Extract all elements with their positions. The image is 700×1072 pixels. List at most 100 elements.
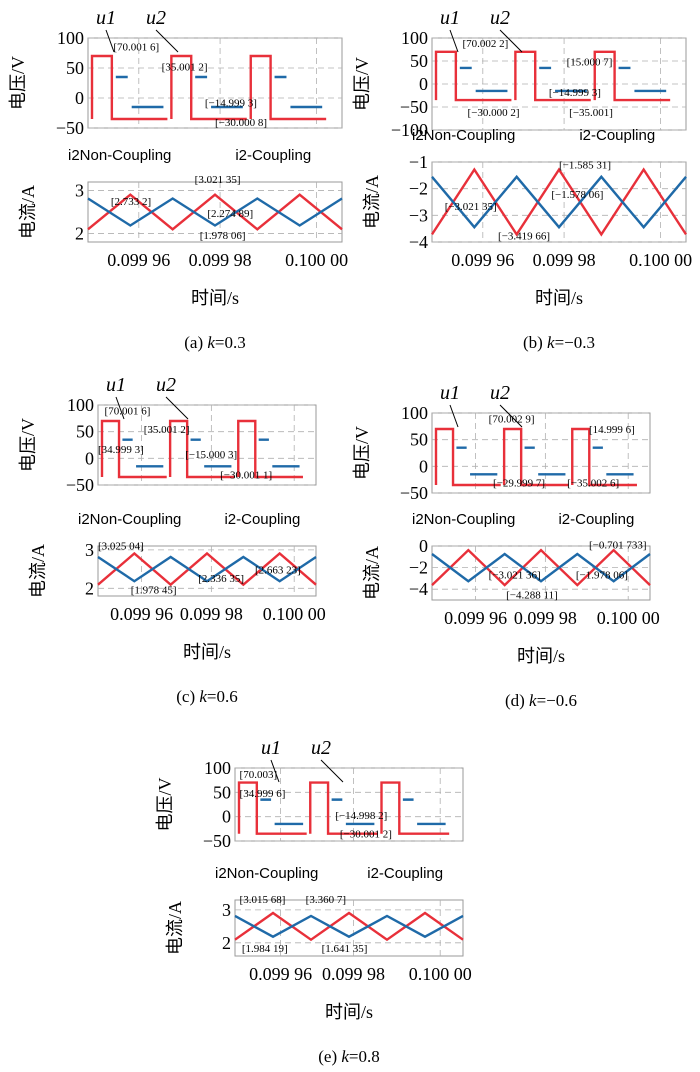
voltage-datatip: [−30.000 2]	[468, 107, 520, 119]
current-ytick-label: 2	[222, 933, 231, 953]
current-datatip: [1.978 45]	[131, 585, 177, 597]
u2-series-line	[122, 438, 300, 468]
current-series-label: i2Non-Coupling	[412, 127, 515, 144]
x-axis-label: 时间/s	[325, 1002, 373, 1022]
x-axis-label: 时间/s	[535, 288, 583, 308]
voltage-datatip: [15.000 7]	[567, 57, 613, 69]
voltage-datatip: [−30.001 2]	[340, 828, 392, 840]
current-datatip: [2.733 2]	[111, 196, 151, 208]
caption-prefix: (c)	[176, 687, 199, 706]
voltage-datatip: [35.001 2]	[162, 61, 208, 73]
current-ytick-label: −2	[409, 179, 428, 199]
current-plot: 2 3 电流/A i2Non-Coupling i2-Coupling [2.733 2]…	[18, 147, 343, 243]
panel-e: −50 0 50 100 电压/V u1 u2 [70.003] [34.999 6] [−14.…	[155, 737, 472, 1066]
caption-value: =0.8	[349, 1047, 380, 1066]
current-ytick-label: 0	[419, 536, 428, 556]
current-ytick-label: 3	[222, 900, 231, 920]
x-tick-label: 0.100 00	[285, 250, 348, 270]
voltage-datatip: [14.999 6]	[589, 424, 635, 436]
voltage-datatip: [−30.000 8]	[215, 117, 267, 129]
current-ytick-label: −2	[409, 558, 428, 578]
voltage-datatip: [−35.002 6]	[567, 478, 619, 490]
series-label-u2: u2	[156, 374, 176, 396]
voltage-ytick-label: −100	[391, 120, 428, 140]
panel-b: −100 −50 0 50 100 电压/V u1 u2 [70.002 2] [15.000 7…	[352, 7, 692, 352]
voltage-datatip: [34.999 6]	[240, 788, 286, 800]
series-label-leader	[115, 396, 125, 420]
voltage-frame	[431, 412, 651, 494]
current-ytick-label: −4	[409, 579, 428, 599]
u1-series-line	[100, 419, 303, 479]
voltage-datatip: [−14.999 3]	[549, 87, 601, 99]
current-plot: −4−20 电流/A i2Non-Coupling i2-Coupling [−0.70…	[362, 511, 651, 601]
series-label-leader	[449, 404, 459, 428]
voltage-ytick-label: −50	[56, 118, 84, 138]
current-ytick-label: 2	[75, 223, 84, 243]
caption-k: k	[547, 333, 555, 352]
current-plot: −4 −3 −2 −1 电流/A i2Non-Coupling i2-Coupling [−1…	[362, 127, 688, 252]
caption-value: =0.3	[215, 333, 246, 352]
current-datatip: [−3.021 35]	[445, 201, 497, 213]
x-axis-label: 时间/s	[191, 288, 239, 308]
voltage-ytick-label: 100	[67, 395, 94, 415]
voltage-plot: −50 0 50 100 电压/V u1 u2 [70.001 6] [35.001 2][34…	[18, 374, 317, 495]
voltage-plot: −50 0 50 100 电压/V u1 u2 [70.001 6][35.001 2] [−1…	[8, 7, 343, 138]
voltage-datatip: [70.002 9]	[489, 414, 535, 426]
voltage-frame	[97, 404, 317, 486]
voltage-ytick-label: 50	[410, 430, 428, 450]
x-tick-label: 0.099 96	[107, 250, 170, 270]
x-tick-label: 0.099 96	[110, 604, 173, 624]
series-label-u2: u2	[146, 7, 166, 29]
voltage-ytick-label: 0	[419, 74, 428, 94]
u1-series-line	[434, 50, 671, 102]
voltage-datatip: [70.001 6]	[113, 42, 159, 54]
x-tick-label: 0.100 00	[409, 964, 472, 984]
current-frame	[431, 545, 651, 601]
current-ytick-label: −4	[409, 232, 428, 252]
current-frame	[431, 161, 687, 243]
current-ytick-label: 3	[75, 181, 84, 201]
voltage-ytick-label: 50	[76, 422, 94, 442]
x-axis-label: 时间/s	[517, 646, 565, 666]
panel-d: −50 0 50 100 电压/V u1 u2 [70.002 9] [14.999 6] [−2…	[352, 382, 660, 710]
x-tick-label: 0.099 96	[249, 964, 312, 984]
current-series-label: i2-Coupling	[224, 511, 300, 528]
voltage-ylabel: 电压/V	[352, 57, 372, 111]
panel-caption: (e) k=0.8	[318, 1047, 380, 1066]
voltage-ytick-label: 50	[410, 51, 428, 71]
series-label-leader	[155, 29, 179, 53]
current-ytick-label: 3	[85, 540, 94, 560]
series-label-leader	[499, 404, 523, 428]
current-frame	[234, 899, 464, 957]
caption-k: k	[199, 687, 207, 706]
current-ylabel: 电流/A	[362, 175, 382, 229]
current-datatip: [3.360 7]	[306, 894, 346, 906]
i2-non-coupling-line	[431, 548, 651, 587]
current-datatip: [−1.978 06]	[576, 569, 628, 581]
current-datatip: [2.336 35]	[198, 573, 244, 585]
i2-coupling-line	[87, 197, 343, 227]
current-ylabel: 电流/A	[362, 546, 382, 600]
x-tick-label: 0.100 00	[597, 608, 660, 628]
series-label-u1: u1	[261, 737, 281, 759]
voltage-ytick-label: 100	[401, 28, 428, 48]
voltage-ytick-label: −50	[400, 483, 428, 503]
panel-caption: (d) k=−0.6	[505, 691, 577, 710]
voltage-datatip: [−35.001]	[569, 107, 613, 119]
current-datatip: [3.015 68]	[240, 894, 286, 906]
current-ylabel: 电流/A	[18, 185, 38, 239]
caption-k: k	[529, 691, 537, 710]
i2-coupling-line	[97, 555, 317, 583]
current-series-label: i2-Coupling	[579, 127, 655, 144]
current-frame	[97, 545, 317, 597]
current-datatip: [−3.021 36]	[489, 569, 541, 581]
u2-series-line	[459, 66, 667, 93]
panel-a: −50 0 50 100 电压/V u1 u2 [70.001 6][35.001 2] [−1…	[8, 7, 348, 352]
voltage-plot: −50 0 50 100 电压/V u1 u2 [70.002 9] [14.999 6] [−2…	[352, 382, 651, 503]
u2-series-line	[115, 75, 323, 109]
x-tick-label: 0.100 00	[263, 604, 326, 624]
series-label-u1: u1	[440, 7, 460, 29]
series-label-leader	[270, 759, 280, 783]
caption-prefix: (e)	[318, 1047, 341, 1066]
